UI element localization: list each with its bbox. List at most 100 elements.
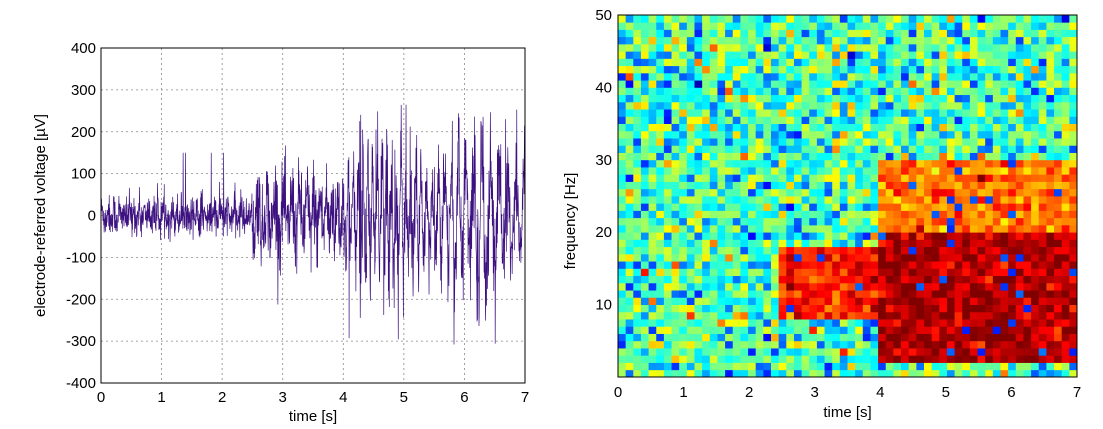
spectrogram-cell — [633, 101, 642, 110]
spectrogram-cell — [625, 109, 634, 117]
spectrogram-cell — [786, 80, 795, 88]
spectrogram-cell — [1008, 80, 1017, 88]
spectrogram-cell — [663, 275, 672, 284]
spectrogram-cell — [1000, 304, 1009, 313]
spectrogram-cell — [656, 275, 665, 284]
spectrogram-cell — [648, 210, 657, 219]
spectrogram-cell — [855, 174, 864, 182]
spectrogram-cell — [862, 174, 871, 182]
spectrogram-cell — [1038, 130, 1047, 139]
spectrogram-cell — [755, 65, 764, 74]
spectrogram-cell — [671, 224, 680, 233]
spectrogram-cell — [901, 333, 910, 342]
spectrogram-cell — [748, 362, 757, 371]
spectrogram-cell — [862, 58, 871, 67]
spectrogram-cell — [878, 224, 887, 233]
spectrogram-cell — [1023, 275, 1032, 284]
spectrogram-cell — [969, 65, 978, 74]
spectrogram-cell — [618, 72, 627, 81]
spectrogram-cell — [862, 43, 871, 52]
spectrogram-cell — [717, 297, 726, 305]
spectrogram-cell — [901, 210, 910, 219]
spectrogram-cell — [969, 188, 978, 197]
spectrogram-cell — [732, 203, 741, 211]
spectrogram-cell — [778, 196, 787, 204]
spectrogram-cell — [908, 152, 917, 161]
spectrogram-cell — [901, 224, 910, 233]
spectrogram-cell — [748, 290, 757, 298]
spectrogram-cell — [1015, 203, 1024, 211]
spectrogram-cell — [656, 65, 665, 74]
spectrogram-cell — [1046, 246, 1055, 255]
spectrogram-cell — [1031, 311, 1040, 320]
spectrogram-cell — [1023, 167, 1032, 175]
spectrogram-cell — [709, 297, 718, 305]
spectrogram-cell — [809, 369, 818, 378]
spectrogram-cell — [763, 152, 772, 161]
spectrogram-cell — [862, 282, 871, 291]
spectrogram-cell — [878, 246, 887, 255]
spectrogram-cell — [1046, 188, 1055, 197]
spectrogram-cell — [679, 167, 688, 175]
spectrogram-cell — [671, 304, 680, 313]
spectrogram-cell — [878, 268, 887, 277]
spectrogram-cell — [931, 319, 940, 327]
spectrogram-cell — [962, 43, 971, 52]
spectrogram-cell — [717, 355, 726, 363]
spectrogram-cell — [977, 319, 986, 327]
spectrogram-cell — [839, 261, 848, 269]
spectrogram-cell — [1023, 101, 1032, 110]
spectrogram-y-tick-label: 30 — [595, 152, 612, 169]
spectrogram-cell — [832, 94, 841, 103]
spectrogram-cell — [686, 87, 695, 96]
spectrogram-cell — [725, 239, 734, 248]
spectrogram-cell — [640, 196, 649, 204]
voltage-x-tick-label: 2 — [218, 389, 226, 406]
spectrogram-cell — [778, 152, 787, 161]
spectrogram-cell — [931, 282, 940, 291]
spectrogram-cell — [1023, 145, 1032, 153]
spectrogram-cell — [855, 362, 864, 371]
spectrogram-cell — [1054, 369, 1063, 378]
spectrogram-cell — [748, 268, 757, 277]
spectrogram-cell — [618, 101, 627, 110]
spectrogram-cell — [855, 152, 864, 161]
spectrogram-cell — [671, 319, 680, 327]
spectrogram-cell — [1069, 340, 1078, 349]
spectrogram-cell — [656, 109, 665, 117]
spectrogram-cell — [778, 275, 787, 284]
spectrogram-cell — [1031, 58, 1040, 67]
spectrogram-cell — [1061, 261, 1070, 269]
spectrogram-cell — [694, 369, 703, 378]
spectrogram-cell — [908, 116, 917, 124]
spectrogram-cell — [885, 210, 894, 219]
spectrogram-cell — [832, 167, 841, 175]
spectrogram-cell — [908, 210, 917, 219]
spectrogram-cell — [633, 268, 642, 277]
spectrogram-cell — [1054, 116, 1063, 124]
spectrogram-cell — [1023, 326, 1032, 334]
spectrogram-cell — [1061, 369, 1070, 378]
spectrogram-cell — [640, 275, 649, 284]
spectrogram-cell — [954, 340, 963, 349]
spectrogram-cell — [985, 253, 994, 262]
spectrogram-cell — [679, 261, 688, 269]
spectrogram-cell — [977, 58, 986, 67]
spectrogram-cell — [1046, 340, 1055, 349]
spectrogram-cell — [648, 29, 657, 38]
spectrogram-cell — [870, 311, 879, 320]
spectrogram-cell — [855, 116, 864, 124]
spectrogram-cell — [1054, 362, 1063, 371]
spectrogram-cell — [946, 369, 955, 378]
spectrogram-cell — [702, 311, 711, 320]
spectrogram-cell — [793, 232, 802, 240]
spectrogram-cell — [870, 123, 879, 132]
spectrogram-cell — [625, 65, 634, 74]
spectrogram-cell — [855, 43, 864, 52]
spectrogram-cell — [656, 268, 665, 277]
spectrogram-cell — [985, 275, 994, 284]
spectrogram-cell — [771, 109, 780, 117]
spectrogram-cell — [740, 138, 749, 146]
spectrogram-cell — [946, 253, 955, 262]
spectrogram-cell — [992, 80, 1001, 88]
